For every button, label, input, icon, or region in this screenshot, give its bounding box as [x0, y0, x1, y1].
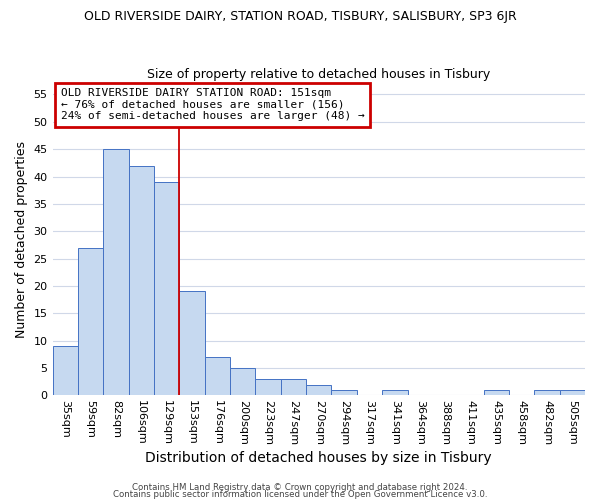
Bar	[306, 384, 331, 396]
Bar	[534, 390, 560, 396]
Bar	[154, 182, 179, 396]
Bar	[230, 368, 256, 396]
Bar	[331, 390, 357, 396]
Title: Size of property relative to detached houses in Tisbury: Size of property relative to detached ho…	[147, 68, 490, 81]
Text: Contains HM Land Registry data © Crown copyright and database right 2024.: Contains HM Land Registry data © Crown c…	[132, 484, 468, 492]
Bar	[484, 390, 509, 396]
Text: OLD RIVERSIDE DAIRY STATION ROAD: 151sqm
← 76% of detached houses are smaller (1: OLD RIVERSIDE DAIRY STATION ROAD: 151sqm…	[61, 88, 364, 122]
Text: Contains public sector information licensed under the Open Government Licence v3: Contains public sector information licen…	[113, 490, 487, 499]
Bar	[205, 357, 230, 396]
Bar	[256, 379, 281, 396]
Y-axis label: Number of detached properties: Number of detached properties	[15, 141, 28, 338]
Bar	[128, 166, 154, 396]
Bar	[281, 379, 306, 396]
Bar	[53, 346, 78, 396]
Bar	[103, 149, 128, 396]
Bar	[560, 390, 585, 396]
X-axis label: Distribution of detached houses by size in Tisbury: Distribution of detached houses by size …	[145, 451, 492, 465]
Bar	[78, 248, 103, 396]
Bar	[179, 292, 205, 396]
Text: OLD RIVERSIDE DAIRY, STATION ROAD, TISBURY, SALISBURY, SP3 6JR: OLD RIVERSIDE DAIRY, STATION ROAD, TISBU…	[83, 10, 517, 23]
Bar	[382, 390, 407, 396]
